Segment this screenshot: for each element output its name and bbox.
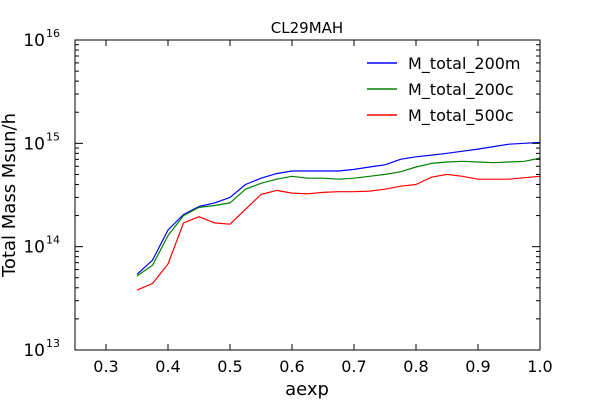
legend: M_total_200m M_total_200c M_total_500c [367, 54, 521, 126]
x-tick-label: 1.0 [527, 357, 552, 376]
series-line-m-total-500c [136, 173, 541, 291]
y-tick-exponent: 15 [46, 130, 60, 143]
y-tick-exponent: 13 [46, 337, 60, 350]
legend-label: M_total_500c [408, 106, 514, 126]
series-line-m-total-200c [136, 157, 541, 277]
series-line-m-total-200m [136, 141, 541, 275]
plot-frame [74, 39, 541, 351]
y-axis: 1013 1014 1015 1016 [23, 27, 540, 361]
x-tick-label: 0.4 [155, 357, 180, 376]
x-tick-label: 0.9 [465, 357, 490, 376]
y-tick-label: 1015 [23, 130, 60, 154]
x-tick-label: 0.8 [403, 357, 428, 376]
legend-label: M_total_200m [408, 54, 521, 74]
x-axis-label: aexp [285, 379, 329, 400]
series-layer [136, 141, 541, 291]
y-tick-label: 1014 [23, 234, 60, 258]
chart-title: CL29MAH [271, 19, 343, 37]
y-tick-exponent: 16 [46, 27, 60, 40]
x-tick-label: 0.5 [217, 357, 242, 376]
y-axis-label: Total Mass Msun/h [0, 113, 20, 278]
y-tick-label: 1013 [23, 337, 60, 361]
y-tick-exponent: 14 [46, 234, 60, 247]
x-tick-label: 0.3 [93, 357, 118, 376]
y-tick-label: 1016 [23, 27, 60, 51]
legend-label: M_total_200c [408, 80, 514, 100]
x-tick-label: 0.7 [341, 357, 366, 376]
x-axis: 0.3 0.4 0.5 0.6 0.7 0.8 0.9 1.0 [93, 40, 553, 376]
x-tick-label: 0.6 [279, 357, 304, 376]
